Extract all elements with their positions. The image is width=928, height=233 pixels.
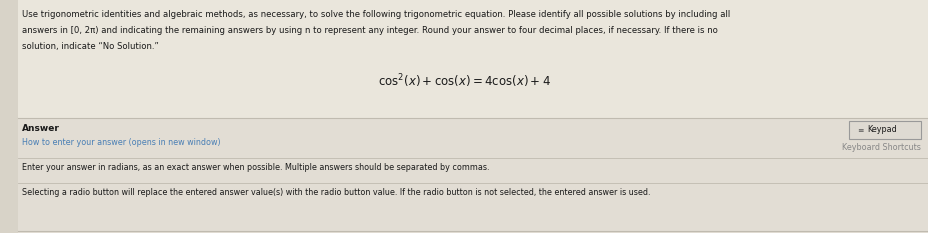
Bar — [18, 118, 928, 233]
Text: solution, indicate “No Solution.”: solution, indicate “No Solution.” — [22, 42, 159, 51]
Text: Selecting a radio button will replace the entered answer value(s) with the radio: Selecting a radio button will replace th… — [22, 188, 650, 197]
Text: Enter your answer in radians, as an exact answer when possible. Multiple answers: Enter your answer in radians, as an exac… — [22, 163, 489, 172]
Text: Keyboard Shortcuts: Keyboard Shortcuts — [841, 143, 920, 152]
Text: answers in [0, 2π) and indicating the remaining answers by using n to represent : answers in [0, 2π) and indicating the re… — [22, 26, 717, 35]
Bar — [848, 121, 920, 139]
Text: ≡: ≡ — [856, 126, 862, 134]
Text: How to enter your answer (opens in new window): How to enter your answer (opens in new w… — [22, 138, 220, 147]
Bar — [18, 0, 928, 118]
Text: Keypad: Keypad — [866, 126, 896, 134]
Bar — [0, 0, 18, 233]
Text: Answer: Answer — [22, 124, 59, 133]
Text: $\mathrm{cos}^2(x) + \mathrm{cos}(x) = 4\mathrm{cos}(x) + 4$: $\mathrm{cos}^2(x) + \mathrm{cos}(x) = 4… — [378, 72, 550, 90]
Text: Use trigonometric identities and algebraic methods, as necessary, to solve the f: Use trigonometric identities and algebra… — [22, 10, 729, 19]
